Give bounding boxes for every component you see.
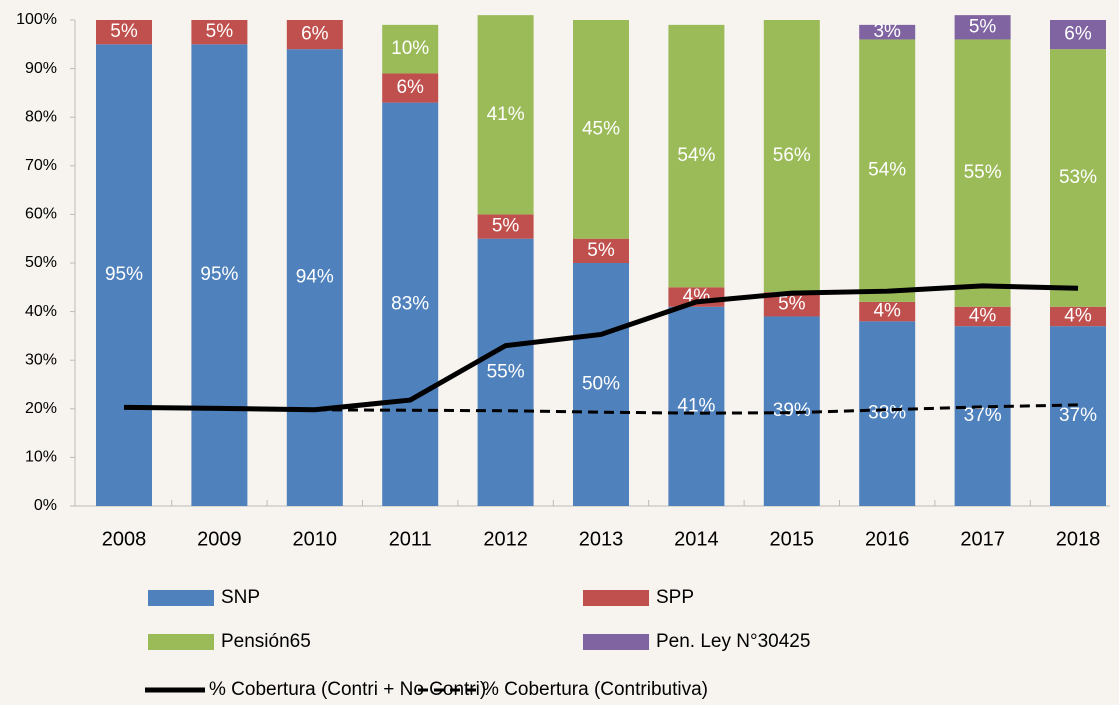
value-label: 4% xyxy=(873,301,901,322)
value-label: 38% xyxy=(868,403,906,424)
value-label: 5% xyxy=(206,21,234,42)
bar-segment xyxy=(382,24,439,74)
value-label: 6% xyxy=(396,77,424,98)
bar-segment xyxy=(859,24,916,40)
y-tick-label: 100% xyxy=(16,11,57,28)
y-tick-label: 60% xyxy=(25,206,57,223)
bar-segment xyxy=(1050,49,1106,307)
value-label: 83% xyxy=(391,293,429,314)
value-label: 41% xyxy=(487,104,525,125)
bar-segment xyxy=(286,49,343,506)
bar-segment xyxy=(954,306,1011,327)
y-tick-label: 40% xyxy=(25,303,57,320)
x-tick-label: 2010 xyxy=(293,528,338,550)
x-tick-label: 2013 xyxy=(579,528,624,550)
value-label: 5% xyxy=(587,240,615,261)
x-tick-label: 2018 xyxy=(1056,528,1101,550)
bar-segment xyxy=(96,20,152,45)
bar-segment xyxy=(96,44,152,507)
y-tick-label: 50% xyxy=(25,254,57,271)
legend-label: SPP xyxy=(656,587,694,608)
x-tick-label: 2011 xyxy=(389,528,432,550)
bar-segment xyxy=(573,263,629,506)
y-tick-label: 80% xyxy=(25,108,57,125)
bar-segment xyxy=(668,24,725,288)
value-label: 5% xyxy=(778,293,806,314)
value-label: 53% xyxy=(1059,167,1097,188)
y-tick-label: 10% xyxy=(25,449,57,466)
bar-segment xyxy=(1050,20,1106,50)
x-tick-label: 2008 xyxy=(102,528,147,550)
value-label: 5% xyxy=(492,216,520,237)
legend-swatch xyxy=(148,590,214,606)
bar-segment xyxy=(573,238,629,263)
value-label: 45% xyxy=(582,118,620,139)
x-tick-label: 2009 xyxy=(197,528,242,550)
value-label: 4% xyxy=(969,305,997,326)
bar-segment xyxy=(859,39,916,302)
y-tick-label: 20% xyxy=(25,400,57,417)
bar-segment xyxy=(573,20,629,239)
bar-segment xyxy=(477,238,534,506)
value-label: 50% xyxy=(582,374,620,395)
bar-segment xyxy=(954,326,1011,506)
value-label: 94% xyxy=(296,267,334,288)
bar-segment xyxy=(1050,306,1106,327)
bar-segment xyxy=(763,20,820,293)
value-label: 54% xyxy=(677,145,715,166)
x-tick-label: 2015 xyxy=(770,528,815,550)
value-label: 56% xyxy=(773,145,811,166)
value-label: 95% xyxy=(200,264,238,285)
value-label: 37% xyxy=(964,405,1002,426)
coverage-line xyxy=(123,283,1079,413)
legend-label: % Cobertura (Contri + No Contri) xyxy=(209,679,486,700)
x-tick-label: 2016 xyxy=(865,528,910,550)
value-label: 39% xyxy=(773,400,811,421)
legend-label: % Cobertura (Contributiva) xyxy=(482,679,708,700)
bar-segment xyxy=(477,214,534,239)
value-label: 4% xyxy=(1064,305,1092,326)
legend-swatch xyxy=(583,590,649,606)
x-tick-label: 2014 xyxy=(674,528,719,550)
y-tick-label: 90% xyxy=(25,60,57,77)
y-tick-label: 70% xyxy=(25,157,57,174)
value-label: 37% xyxy=(1059,405,1097,426)
legend-label: Pensión65 xyxy=(221,631,311,652)
value-label: 5% xyxy=(110,21,138,42)
y-tick-label: 30% xyxy=(25,351,57,368)
y-tick-label: 0% xyxy=(34,497,57,514)
value-label: 54% xyxy=(868,160,906,181)
bar-segment xyxy=(668,306,725,506)
bar-segment xyxy=(477,15,534,215)
bar-segment xyxy=(954,15,1011,40)
bar-segment xyxy=(191,44,248,507)
bar-segment xyxy=(191,20,248,45)
bar-segment xyxy=(954,39,1011,307)
bar-segment xyxy=(382,102,439,507)
legend-swatch xyxy=(583,634,649,650)
value-label: 5% xyxy=(969,16,997,37)
bar-segment xyxy=(859,321,916,506)
value-label: 41% xyxy=(677,395,715,416)
value-label: 6% xyxy=(301,24,329,45)
value-label: 6% xyxy=(1064,24,1092,45)
bar-segment xyxy=(763,316,820,506)
bar-segment xyxy=(382,73,439,103)
x-tick-label: 2017 xyxy=(960,528,1005,550)
value-label: 55% xyxy=(487,361,525,382)
bar-segment xyxy=(859,301,916,322)
legend-swatch xyxy=(148,634,214,650)
x-tick-label: 2012 xyxy=(483,528,528,550)
legend-label: SNP xyxy=(221,587,260,608)
value-label: 10% xyxy=(391,38,429,59)
bar-segment xyxy=(286,20,343,50)
bar-segment xyxy=(1050,326,1106,506)
value-label: 95% xyxy=(105,264,143,285)
legend-label: Pen. Ley N°30425 xyxy=(656,631,810,652)
value-label: 3% xyxy=(873,21,901,42)
value-label: 55% xyxy=(964,162,1002,183)
